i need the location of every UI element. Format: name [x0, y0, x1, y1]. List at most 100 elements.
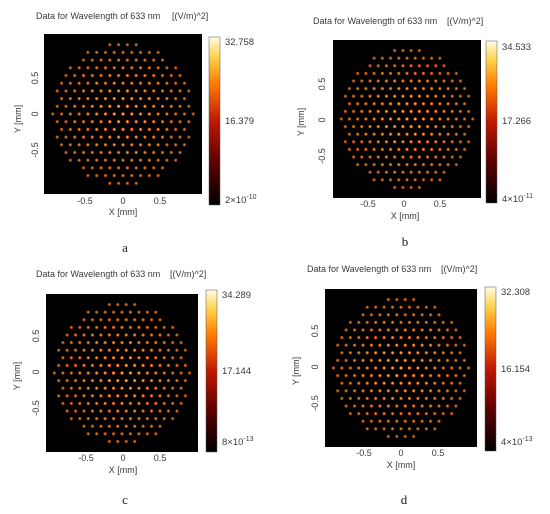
focal-spot	[458, 365, 463, 371]
focal-spot	[394, 434, 399, 439]
x-tick-label: 0.5	[154, 196, 167, 206]
focal-spot	[411, 312, 416, 317]
focal-spot	[107, 73, 112, 78]
focal-spot	[132, 408, 137, 414]
focal-spot	[128, 325, 133, 330]
focal-spot	[174, 408, 179, 414]
focal-spot	[98, 88, 104, 94]
focal-spot	[428, 373, 433, 378]
focal-spot	[149, 408, 154, 414]
focal-spot	[373, 365, 378, 371]
focal-spot	[411, 388, 416, 393]
focal-spot	[142, 134, 148, 140]
focal-spot	[115, 439, 120, 444]
focal-spot	[363, 86, 368, 91]
focal-spot	[77, 370, 82, 376]
focal-spot	[396, 101, 401, 106]
focal-spot	[119, 370, 125, 376]
focal-spot	[425, 124, 430, 129]
focal-spot	[86, 416, 91, 421]
focal-spot	[151, 119, 156, 124]
focal-spot	[125, 119, 130, 124]
focal-spot	[347, 132, 352, 137]
focal-spot	[107, 150, 112, 155]
focal-spot	[392, 78, 397, 84]
focal-spot	[164, 158, 169, 163]
focal-spot	[90, 378, 95, 383]
focal-spot	[112, 127, 117, 132]
focal-spot	[425, 139, 430, 144]
focal-spot	[407, 411, 412, 416]
focal-spot	[142, 104, 148, 109]
focal-spot	[377, 312, 382, 317]
focal-spot	[462, 116, 467, 122]
focal-spot	[462, 101, 467, 106]
focal-spot	[413, 101, 418, 106]
focal-spot	[453, 403, 458, 409]
focal-spot	[404, 147, 410, 152]
focal-spot	[129, 65, 134, 70]
focal-spot	[116, 150, 121, 155]
focal-spot	[421, 101, 426, 106]
focal-spot	[134, 88, 139, 94]
focal-spot	[388, 177, 393, 182]
colorbar-max: 32.308	[501, 287, 530, 298]
focal-spot	[98, 393, 103, 398]
focal-spot	[384, 109, 389, 114]
focal-spot	[77, 355, 82, 360]
focal-spot	[145, 370, 150, 376]
focal-spot	[72, 104, 77, 109]
focal-spot	[372, 162, 377, 167]
focal-spot	[365, 350, 370, 355]
x-tick-label: 0.5	[432, 448, 445, 458]
focal-spot	[359, 139, 364, 144]
focal-spot	[415, 426, 420, 431]
focal-spot	[156, 158, 161, 163]
focal-spot	[149, 378, 154, 383]
focal-spot	[119, 416, 125, 421]
focal-spot	[398, 396, 404, 401]
focal-spot	[437, 162, 442, 167]
focal-spot	[386, 403, 391, 409]
focal-spot	[103, 111, 108, 117]
focal-spot	[396, 56, 401, 61]
focal-spot	[141, 408, 146, 414]
focal-spot	[376, 109, 381, 114]
focal-spot	[107, 393, 112, 398]
focal-spot	[160, 73, 165, 78]
colorbar-mid: 16.154	[501, 364, 530, 375]
focal-spot	[90, 424, 95, 429]
x-tick-label: -0.5	[77, 196, 93, 206]
focal-spot	[166, 378, 171, 383]
focal-spot	[156, 50, 161, 55]
focal-spot	[344, 403, 349, 409]
focal-spot	[396, 71, 401, 76]
focal-spot	[359, 109, 364, 114]
focal-spot	[164, 96, 169, 101]
focal-spot	[359, 78, 364, 84]
focal-spot	[124, 439, 129, 444]
focal-spot	[398, 350, 404, 355]
focal-spot	[429, 132, 434, 137]
focal-spot	[373, 320, 378, 325]
focal-spot	[107, 317, 112, 322]
focal-spot	[462, 358, 467, 363]
focal-spot	[60, 370, 65, 376]
focal-spot	[396, 177, 401, 182]
focal-spot	[69, 401, 74, 406]
focal-spot	[376, 170, 381, 175]
focal-spot	[183, 378, 188, 383]
focal-spot	[404, 162, 410, 167]
focal-spot	[86, 325, 91, 330]
focal-spot	[90, 317, 95, 322]
focal-spot	[147, 96, 152, 101]
focal-spot	[120, 50, 126, 55]
focal-spot	[428, 388, 433, 393]
focal-spot	[386, 388, 391, 393]
focal-spot	[187, 370, 192, 376]
focal-spot	[450, 109, 455, 114]
focal-spot	[432, 320, 437, 325]
focal-spot	[116, 181, 121, 186]
focal-spot	[77, 81, 82, 86]
focal-spot	[339, 381, 344, 386]
